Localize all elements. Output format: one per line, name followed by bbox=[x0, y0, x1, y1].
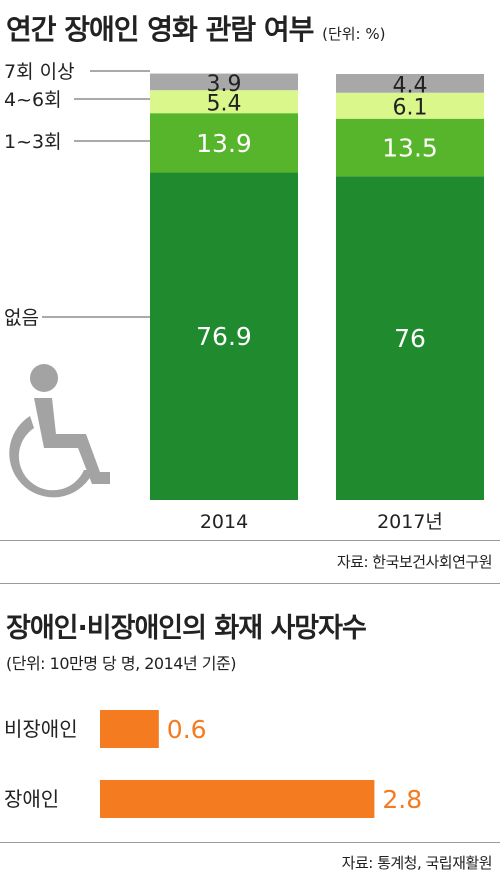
data-label-1-0: 76 bbox=[394, 324, 426, 353]
chart1-unit: (단위: %) bbox=[322, 25, 386, 43]
x-tick-label-1: 2017년 bbox=[377, 511, 443, 533]
wheelchair-icon bbox=[9, 364, 110, 498]
legend-label-3: 7회 이상 bbox=[4, 61, 75, 83]
bar-0-0 bbox=[150, 172, 298, 500]
data-label-0-0: 76.9 bbox=[196, 322, 252, 351]
stacked-bar-chart: 76.9 13.9 5.43.9 2014 76 13.5 6.14.4 2017년 없음 1~3… bbox=[4, 61, 484, 533]
data-label-1-2: 6.1 bbox=[393, 96, 428, 121]
data-label-0-1: 13.9 bbox=[196, 129, 252, 158]
value-label-1: 2.8 bbox=[382, 785, 422, 814]
chart1-source: 자료: 한국보건사회연구원 bbox=[336, 553, 493, 571]
value-label-0: 0.6 bbox=[167, 715, 207, 744]
bar-1-3 bbox=[336, 74, 484, 93]
bar-0-2 bbox=[150, 90, 298, 114]
hbar-1 bbox=[100, 780, 375, 818]
bar-1-0 bbox=[336, 176, 484, 501]
data-label-0-2: 5.4 bbox=[207, 92, 242, 117]
category-label-1: 장애인 bbox=[4, 787, 59, 811]
legend-label-1: 1~3회 bbox=[4, 131, 62, 153]
x-tick-label-0: 2014 bbox=[200, 511, 248, 533]
bar-0-1 bbox=[150, 113, 298, 173]
bar-1-1 bbox=[336, 118, 484, 177]
chart1-title: 연간 장애인 영화 관람 여부 (단위: %) bbox=[6, 8, 386, 48]
hbar-0 bbox=[100, 710, 159, 748]
chart1-title-text: 연간 장애인 영화 관람 여부 bbox=[6, 13, 314, 46]
data-label-1-3: 4.4 bbox=[393, 73, 428, 98]
bar-1-2 bbox=[336, 92, 484, 119]
divider-2 bbox=[0, 583, 500, 584]
data-label-1-1: 13.5 bbox=[382, 133, 438, 162]
divider-3 bbox=[0, 842, 500, 843]
wheelchair-head bbox=[30, 364, 58, 392]
data-label-0-3: 3.9 bbox=[207, 72, 242, 97]
divider-1 bbox=[0, 540, 500, 541]
chart2-title: 장애인·비장애인의 화재 사망자수 bbox=[6, 613, 367, 644]
horizontal-bar-chart: 비장애인 0.6 장애인 2.8 bbox=[4, 710, 422, 818]
chart2-source: 자료: 통계청, 국립재활원 bbox=[341, 854, 493, 872]
chart2-subtitle: (단위: 10만명 당 명, 2014년 기준) bbox=[6, 654, 236, 673]
category-label-0: 비장애인 bbox=[4, 717, 78, 741]
legend-label-2: 4~6회 bbox=[4, 89, 62, 111]
wheelchair-body bbox=[34, 398, 110, 484]
bar-0-3 bbox=[150, 73, 298, 91]
legend-label-0: 없음 bbox=[4, 307, 39, 329]
